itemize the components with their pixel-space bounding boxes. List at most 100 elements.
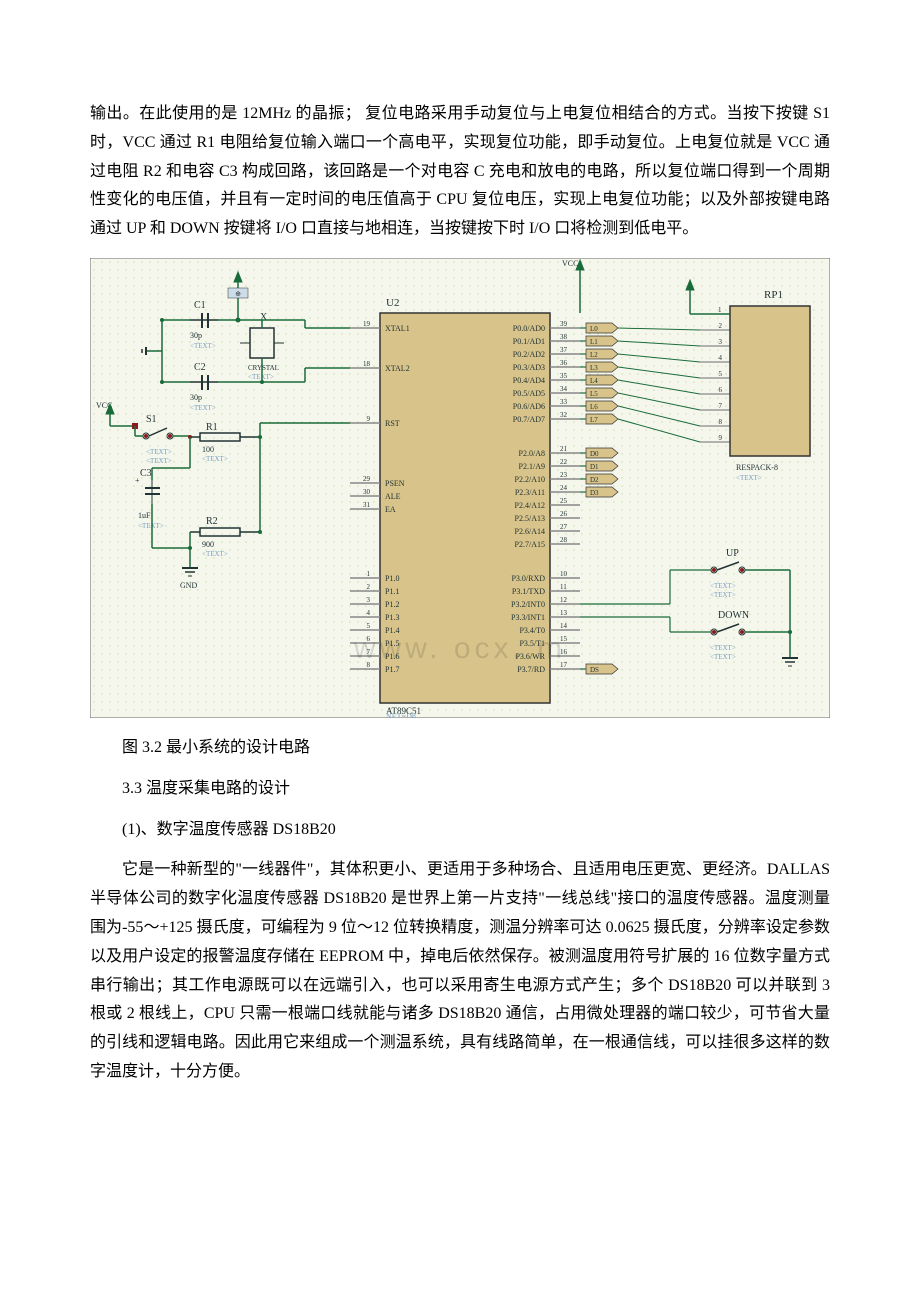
svg-text:15: 15 xyxy=(560,635,568,643)
svg-text:P3.0/RXD: P3.0/RXD xyxy=(511,574,545,583)
svg-text:23: 23 xyxy=(560,471,568,479)
svg-text:32: 32 xyxy=(560,411,568,419)
svg-text:30: 30 xyxy=(363,488,371,496)
svg-text:1: 1 xyxy=(718,306,722,314)
svg-text:<TEXT>: <TEXT> xyxy=(710,653,736,661)
svg-text:PSEN: PSEN xyxy=(385,479,405,488)
svg-text:4: 4 xyxy=(719,354,723,362)
svg-text:C1: C1 xyxy=(194,300,206,311)
svg-text:<TEXT>: <TEXT> xyxy=(190,342,216,350)
svg-text:<TEXT>: <TEXT> xyxy=(146,457,172,465)
svg-text:DS: DS xyxy=(590,666,599,674)
svg-text:XTAL1: XTAL1 xyxy=(385,324,410,333)
svg-text:L1: L1 xyxy=(590,338,598,346)
svg-text:P0.4/AD4: P0.4/AD4 xyxy=(513,376,545,385)
svg-text:8: 8 xyxy=(719,418,723,426)
svg-text:P2.7/A15: P2.7/A15 xyxy=(515,540,545,549)
svg-text:P0.2/AD2: P0.2/AD2 xyxy=(513,350,545,359)
svg-text:P3.7/RD: P3.7/RD xyxy=(517,665,545,674)
svg-text:L0: L0 xyxy=(590,325,598,333)
svg-text:D0: D0 xyxy=(590,450,599,458)
svg-text:C2: C2 xyxy=(194,362,206,373)
svg-text:P1.0: P1.0 xyxy=(385,574,399,583)
svg-text:R2: R2 xyxy=(206,516,218,527)
svg-text:P1.6: P1.6 xyxy=(385,652,399,661)
svg-text:4: 4 xyxy=(367,609,371,617)
schematic-figure: ⊕ VCC C1 30p <TEXT> C2 30p <TEXT> X CRYS… xyxy=(90,258,830,718)
svg-text:P2.6/A14: P2.6/A14 xyxy=(515,527,545,536)
svg-text:D1: D1 xyxy=(590,463,599,471)
svg-text:9: 9 xyxy=(719,434,723,442)
svg-text:P3.3/INT1: P3.3/INT1 xyxy=(511,613,545,622)
svg-text:L2: L2 xyxy=(590,351,598,359)
svg-text:27: 27 xyxy=(560,523,568,531)
svg-text:D2: D2 xyxy=(590,476,599,484)
svg-text:22: 22 xyxy=(560,458,568,466)
svg-text:14: 14 xyxy=(560,622,568,630)
svg-text:35: 35 xyxy=(560,372,568,380)
svg-text:1: 1 xyxy=(367,570,371,578)
svg-text:ALE: ALE xyxy=(385,492,401,501)
svg-text:33: 33 xyxy=(560,398,568,406)
svg-text:P2.1/A9: P2.1/A9 xyxy=(519,462,545,471)
svg-text:GND: GND xyxy=(180,581,198,590)
svg-text:P1.7: P1.7 xyxy=(385,665,399,674)
svg-text:P2.3/A11: P2.3/A11 xyxy=(515,488,545,497)
svg-text:P2.4/A12: P2.4/A12 xyxy=(515,501,545,510)
svg-text:L4: L4 xyxy=(590,377,598,385)
svg-text:7: 7 xyxy=(719,402,723,410)
svg-text:P1.5: P1.5 xyxy=(385,639,399,648)
svg-text:<TEXT>: <TEXT> xyxy=(202,455,228,463)
svg-text:26: 26 xyxy=(560,510,568,518)
svg-text:NET=D8: NET=D8 xyxy=(386,712,416,718)
svg-text:<TEXT>: <TEXT> xyxy=(190,404,216,412)
svg-text:P1.1: P1.1 xyxy=(385,587,399,596)
svg-text:VCC: VCC xyxy=(562,259,578,268)
svg-text:<TEXT>: <TEXT> xyxy=(248,373,274,381)
svg-text:P0.6/AD6: P0.6/AD6 xyxy=(513,402,545,411)
svg-text:P1.4: P1.4 xyxy=(385,626,399,635)
svg-text:30p: 30p xyxy=(190,393,202,402)
svg-text:+: + xyxy=(135,476,140,485)
respack-rp1: RP1 RESPACK-8 <TEXT> xyxy=(730,289,810,482)
svg-text:6: 6 xyxy=(719,386,723,394)
svg-text:7: 7 xyxy=(367,648,371,656)
svg-text:31: 31 xyxy=(363,501,371,509)
svg-text:39: 39 xyxy=(560,320,568,328)
svg-text:D3: D3 xyxy=(590,489,599,497)
svg-text:RST: RST xyxy=(385,419,400,428)
subsection-heading: (1)、数字温度传感器 DS18B20 xyxy=(90,816,830,845)
svg-text:L6: L6 xyxy=(590,403,598,411)
svg-text:6: 6 xyxy=(367,635,371,643)
svg-text:P0.7/AD7: P0.7/AD7 xyxy=(513,415,545,424)
svg-text:5: 5 xyxy=(367,622,371,630)
svg-text:U2: U2 xyxy=(386,297,399,309)
svg-text:<TEXT>: <TEXT> xyxy=(202,550,228,558)
svg-text:C3: C3 xyxy=(140,468,152,479)
svg-text:<TEXT>: <TEXT> xyxy=(736,474,762,482)
svg-text:P3.4/T0: P3.4/T0 xyxy=(519,626,545,635)
svg-text:2: 2 xyxy=(367,583,371,591)
svg-text:900: 900 xyxy=(202,540,214,549)
svg-text:10: 10 xyxy=(560,570,568,578)
svg-text:P2.5/A13: P2.5/A13 xyxy=(515,514,545,523)
svg-text:RP1: RP1 xyxy=(764,289,783,301)
svg-text:P3.6/WR: P3.6/WR xyxy=(515,652,545,661)
svg-text:RESPACK-8: RESPACK-8 xyxy=(736,463,778,472)
section-heading: 3.3 温度采集电路的设计 xyxy=(90,775,830,804)
svg-text:34: 34 xyxy=(560,385,568,393)
svg-text:X: X xyxy=(260,312,268,323)
svg-text:2: 2 xyxy=(719,322,723,330)
schematic-svg: ⊕ VCC C1 30p <TEXT> C2 30p <TEXT> X CRYS… xyxy=(90,258,830,718)
svg-text:16: 16 xyxy=(560,648,568,656)
svg-text:R1: R1 xyxy=(206,422,218,433)
svg-text:<TEXT>: <TEXT> xyxy=(146,448,172,456)
svg-text:L7: L7 xyxy=(590,416,598,424)
svg-text:37: 37 xyxy=(560,346,568,354)
svg-text:36: 36 xyxy=(560,359,568,367)
svg-text:1uF: 1uF xyxy=(138,511,151,520)
paragraph-1: 输出。在此使用的是 12MHz 的晶振； 复位电路采用手动复位与上电复位相结合的… xyxy=(90,100,830,244)
svg-text:<TEXT>: <TEXT> xyxy=(710,644,736,652)
svg-text:P3.1/TXD: P3.1/TXD xyxy=(512,587,545,596)
svg-text:<TEXT>: <TEXT> xyxy=(138,522,164,530)
